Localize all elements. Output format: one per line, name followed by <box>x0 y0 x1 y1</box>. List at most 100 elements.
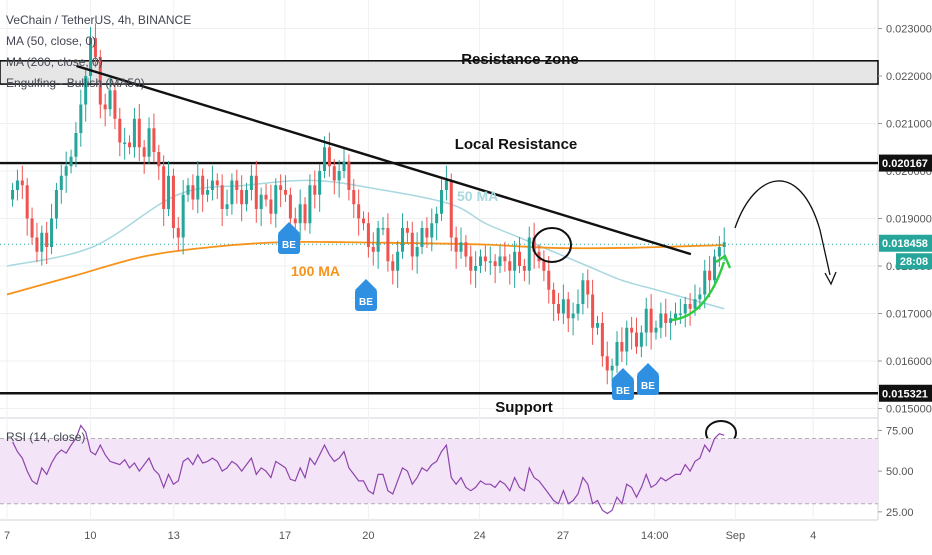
ma50-line <box>6 179 725 310</box>
local-resistance-label: Local Resistance <box>455 136 578 153</box>
candle-body <box>722 242 726 247</box>
candle-body <box>644 308 648 333</box>
candle-body <box>54 190 58 219</box>
candle-body <box>444 180 448 190</box>
last-price-badge <box>879 234 932 252</box>
legend-ma200[interactable]: MA (200, close, 0) <box>6 55 103 69</box>
candle-body <box>352 190 356 205</box>
candle-body <box>201 175 205 195</box>
candle-body <box>678 313 682 315</box>
candle-body <box>220 185 224 209</box>
candle-body <box>206 190 210 195</box>
candle-body <box>459 242 463 252</box>
annotations: Resistance zone Local Resistance Support 50… <box>76 51 837 446</box>
candle-body <box>288 194 292 219</box>
legend-ma50[interactable]: MA (50, close, 0) <box>6 34 96 48</box>
horizontal-levels <box>0 59 879 395</box>
candle-body <box>639 332 643 347</box>
be-marker[interactable] <box>278 232 300 254</box>
candle-body <box>245 190 249 205</box>
candle-body <box>717 247 721 257</box>
ma100-label: 100 MA <box>291 263 340 279</box>
candle-body <box>50 218 54 247</box>
candle-body <box>610 365 614 371</box>
candle-body <box>118 118 122 143</box>
be-marker-label: BE <box>641 381 655 392</box>
candle-body <box>664 313 668 323</box>
candle-body <box>74 133 78 157</box>
candle-body <box>171 175 175 228</box>
be-marker-arrow <box>355 279 377 290</box>
candle-body <box>30 218 34 238</box>
candle-body <box>586 280 590 295</box>
rsi-tick-label: 75.00 <box>886 425 914 437</box>
y-tick-label: 0.016000 <box>886 356 932 368</box>
green-move-arrow <box>671 261 726 322</box>
legend-engulfing[interactable]: Engulfing - Bullish (MA50) <box>6 76 145 90</box>
candle-body <box>362 218 366 224</box>
candle-body <box>440 190 444 214</box>
candle-body <box>620 342 624 352</box>
y-tick-label: 0.019000 <box>886 214 932 226</box>
candle-body <box>527 237 531 271</box>
candle-body <box>176 228 180 238</box>
candle-body <box>430 223 434 238</box>
candle-body <box>712 256 717 281</box>
candlesticks <box>11 23 726 388</box>
candle-body <box>669 318 673 323</box>
candle-body <box>25 185 29 219</box>
last-price-badge-text: 0.018458 <box>882 238 928 250</box>
candle-body <box>162 166 166 209</box>
rsi-panel: 25.00 50.00 75.00 <box>0 424 914 519</box>
candle-body <box>240 190 244 205</box>
be-marker[interactable] <box>612 378 634 400</box>
candle-body <box>371 247 375 252</box>
candle-body <box>342 161 346 171</box>
candle-body <box>79 104 83 133</box>
be-marker-arrow <box>278 222 300 233</box>
countdown-text: 28:08 <box>900 256 928 268</box>
candle-body <box>35 237 39 252</box>
candle-body <box>464 242 468 257</box>
candle-body <box>673 313 678 319</box>
candle-body <box>11 190 15 200</box>
candle-body <box>337 171 341 181</box>
be-marker[interactable] <box>637 373 659 395</box>
candle-body <box>89 38 93 76</box>
candle-body <box>123 142 127 144</box>
candle-body <box>561 299 565 314</box>
ma50-label: 50 MA <box>457 188 498 204</box>
y-tick-label: 0.017000 <box>886 309 932 321</box>
candle-body <box>376 228 380 252</box>
projection-arrowhead <box>824 271 837 286</box>
candle-body <box>552 289 556 304</box>
x-tick-label: 17 <box>279 530 291 542</box>
candle-body <box>191 185 195 200</box>
be-marker[interactable] <box>355 289 377 311</box>
legend-rsi[interactable]: RSI (14, close) <box>6 430 85 444</box>
candle-body <box>167 175 171 209</box>
countdown-badge <box>896 253 932 270</box>
y-tick-label: 0.022000 <box>886 71 932 83</box>
candle-body <box>547 270 551 290</box>
candle-body <box>498 256 502 266</box>
candle-body <box>493 261 497 266</box>
candle-body <box>693 299 697 309</box>
candle-body <box>503 256 507 262</box>
support-label: Support <box>495 399 553 416</box>
local-resistance-badge-text: 0.020167 <box>882 158 928 170</box>
be-marker-label: BE <box>616 386 630 397</box>
candle-body <box>410 232 414 257</box>
candle-body <box>215 180 219 186</box>
candle-body <box>284 190 288 195</box>
candle-body <box>137 118 141 148</box>
local-resistance-badge <box>879 154 932 172</box>
candle-body <box>483 256 487 262</box>
candle-body <box>298 204 302 224</box>
candle-body <box>279 185 283 190</box>
candle-body <box>235 180 239 190</box>
chart-title: VeChain / TetherUS, 4h, BINANCE <box>6 13 191 27</box>
candle-body <box>576 304 580 314</box>
x-tick-label: 10 <box>84 530 96 542</box>
